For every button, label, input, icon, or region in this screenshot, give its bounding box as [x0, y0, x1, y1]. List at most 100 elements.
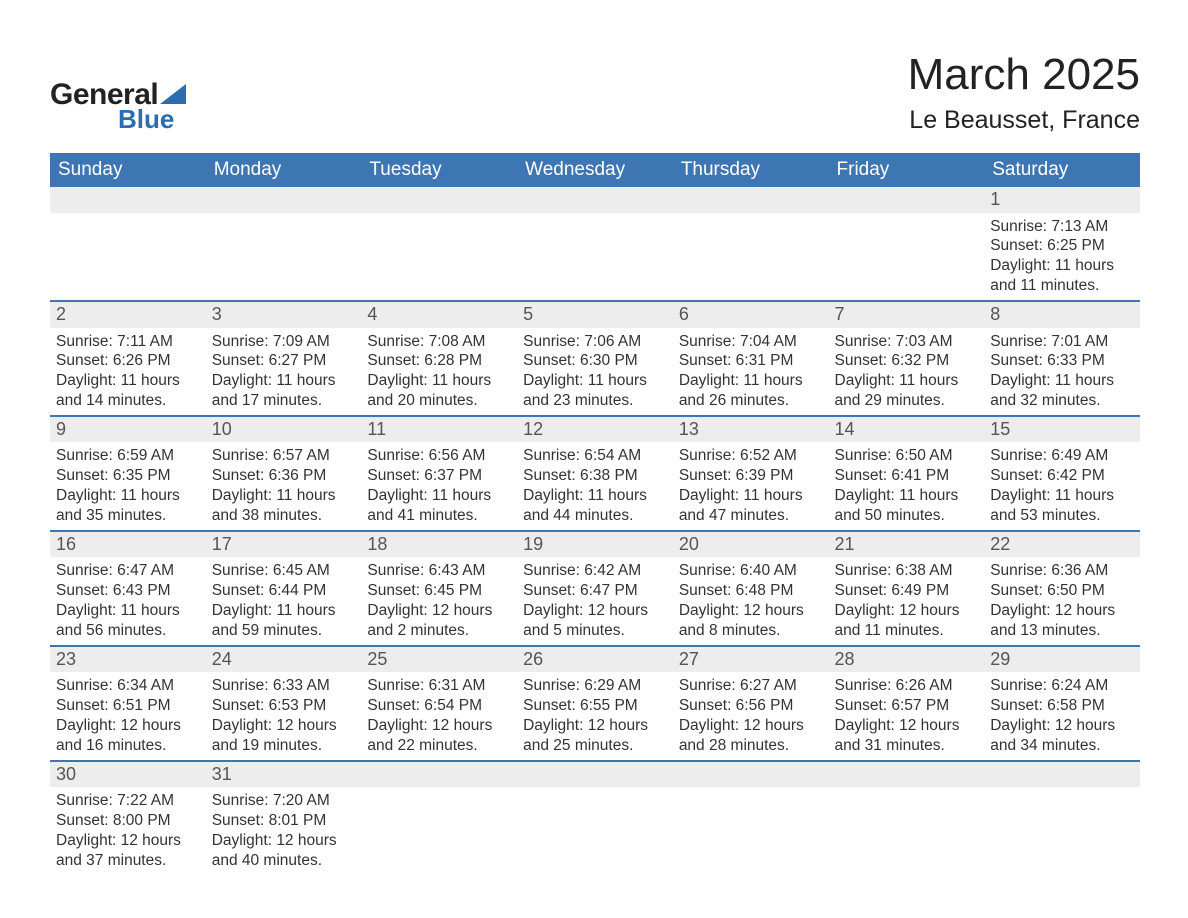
day-details: Sunrise: 6:50 AMSunset: 6:41 PMDaylight:… — [829, 442, 985, 529]
daylight2-text: and 38 minutes. — [212, 506, 356, 526]
sunset-text: Sunset: 6:32 PM — [835, 351, 979, 371]
daylight1-text: Daylight: 12 hours — [990, 716, 1134, 736]
day-number-bar: 21 — [829, 532, 985, 558]
calendar-cell: 19Sunrise: 6:42 AMSunset: 6:47 PMDayligh… — [517, 531, 673, 646]
daylight2-text: and 14 minutes. — [56, 391, 200, 411]
sunrise-text: Sunrise: 6:50 AM — [835, 446, 979, 466]
calendar-body: 1Sunrise: 7:13 AMSunset: 6:25 PMDaylight… — [50, 187, 1140, 874]
calendar-cell: 22Sunrise: 6:36 AMSunset: 6:50 PMDayligh… — [984, 531, 1140, 646]
calendar-week-row: 23Sunrise: 6:34 AMSunset: 6:51 PMDayligh… — [50, 646, 1140, 761]
sunset-text: Sunset: 6:53 PM — [212, 696, 356, 716]
calendar-cell: 25Sunrise: 6:31 AMSunset: 6:54 PMDayligh… — [361, 646, 517, 761]
sunrise-text: Sunrise: 6:38 AM — [835, 561, 979, 581]
sunset-text: Sunset: 6:42 PM — [990, 466, 1134, 486]
calendar-cell: 1Sunrise: 7:13 AMSunset: 6:25 PMDaylight… — [984, 187, 1140, 301]
calendar-cell: 16Sunrise: 6:47 AMSunset: 6:43 PMDayligh… — [50, 531, 206, 646]
logo-word2: Blue — [118, 104, 186, 135]
daylight2-text: and 37 minutes. — [56, 851, 200, 871]
day-number-bar: 2 — [50, 302, 206, 328]
daylight1-text: Daylight: 11 hours — [212, 371, 356, 391]
sunset-text: Sunset: 6:31 PM — [679, 351, 823, 371]
day-number-bar: 16 — [50, 532, 206, 558]
sunrise-text: Sunrise: 6:45 AM — [212, 561, 356, 581]
calendar-cell: 18Sunrise: 6:43 AMSunset: 6:45 PMDayligh… — [361, 531, 517, 646]
sunrise-text: Sunrise: 6:26 AM — [835, 676, 979, 696]
day-number-bar — [361, 762, 517, 788]
day-details: Sunrise: 6:56 AMSunset: 6:37 PMDaylight:… — [361, 442, 517, 529]
day-header: Monday — [206, 153, 362, 187]
day-number-bar — [206, 187, 362, 213]
day-number-bar: 12 — [517, 417, 673, 443]
day-number-bar: 23 — [50, 647, 206, 673]
day-number-bar: 11 — [361, 417, 517, 443]
day-number-bar: 13 — [673, 417, 829, 443]
daylight2-text: and 22 minutes. — [367, 736, 511, 756]
calendar-week-row: 9Sunrise: 6:59 AMSunset: 6:35 PMDaylight… — [50, 416, 1140, 531]
day-number-bar: 18 — [361, 532, 517, 558]
day-details: Sunrise: 6:34 AMSunset: 6:51 PMDaylight:… — [50, 672, 206, 759]
sunset-text: Sunset: 6:30 PM — [523, 351, 667, 371]
calendar-cell: 30Sunrise: 7:22 AMSunset: 8:00 PMDayligh… — [50, 761, 206, 875]
day-details: Sunrise: 6:54 AMSunset: 6:38 PMDaylight:… — [517, 442, 673, 529]
daylight1-text: Daylight: 12 hours — [56, 716, 200, 736]
calendar-cell: 28Sunrise: 6:26 AMSunset: 6:57 PMDayligh… — [829, 646, 985, 761]
day-number-bar: 10 — [206, 417, 362, 443]
day-number-bar: 24 — [206, 647, 362, 673]
sunrise-text: Sunrise: 6:40 AM — [679, 561, 823, 581]
day-number-bar: 30 — [50, 762, 206, 788]
daylight1-text: Daylight: 11 hours — [367, 371, 511, 391]
calendar-cell — [50, 187, 206, 301]
sunset-text: Sunset: 6:28 PM — [367, 351, 511, 371]
calendar-cell — [206, 187, 362, 301]
daylight2-text: and 2 minutes. — [367, 621, 511, 641]
sunset-text: Sunset: 6:51 PM — [56, 696, 200, 716]
daylight2-text: and 20 minutes. — [367, 391, 511, 411]
calendar-cell: 12Sunrise: 6:54 AMSunset: 6:38 PMDayligh… — [517, 416, 673, 531]
day-details: Sunrise: 6:29 AMSunset: 6:55 PMDaylight:… — [517, 672, 673, 759]
day-details: Sunrise: 6:45 AMSunset: 6:44 PMDaylight:… — [206, 557, 362, 644]
day-number-bar: 7 — [829, 302, 985, 328]
calendar-week-row: 30Sunrise: 7:22 AMSunset: 8:00 PMDayligh… — [50, 761, 1140, 875]
day-number-bar: 22 — [984, 532, 1140, 558]
calendar-week-row: 1Sunrise: 7:13 AMSunset: 6:25 PMDaylight… — [50, 187, 1140, 301]
calendar-cell: 9Sunrise: 6:59 AMSunset: 6:35 PMDaylight… — [50, 416, 206, 531]
calendar-cell: 23Sunrise: 6:34 AMSunset: 6:51 PMDayligh… — [50, 646, 206, 761]
sunset-text: Sunset: 6:48 PM — [679, 581, 823, 601]
daylight1-text: Daylight: 11 hours — [212, 601, 356, 621]
day-number-bar: 15 — [984, 417, 1140, 443]
sunset-text: Sunset: 6:33 PM — [990, 351, 1134, 371]
sunset-text: Sunset: 6:35 PM — [56, 466, 200, 486]
daylight2-text: and 53 minutes. — [990, 506, 1134, 526]
calendar-week-row: 2Sunrise: 7:11 AMSunset: 6:26 PMDaylight… — [50, 301, 1140, 416]
day-details: Sunrise: 7:11 AMSunset: 6:26 PMDaylight:… — [50, 328, 206, 415]
daylight2-text: and 11 minutes. — [990, 276, 1134, 296]
day-details: Sunrise: 7:04 AMSunset: 6:31 PMDaylight:… — [673, 328, 829, 415]
daylight1-text: Daylight: 11 hours — [367, 486, 511, 506]
page-header: General Blue March 2025 Le Beausset, Fra… — [50, 50, 1140, 135]
day-details: Sunrise: 6:27 AMSunset: 6:56 PMDaylight:… — [673, 672, 829, 759]
logo: General Blue — [50, 50, 186, 135]
calendar-cell: 6Sunrise: 7:04 AMSunset: 6:31 PMDaylight… — [673, 301, 829, 416]
sunrise-text: Sunrise: 7:22 AM — [56, 791, 200, 811]
day-number-bar: 4 — [361, 302, 517, 328]
daylight1-text: Daylight: 11 hours — [212, 486, 356, 506]
sunset-text: Sunset: 6:39 PM — [679, 466, 823, 486]
day-number-bar — [361, 187, 517, 213]
day-details: Sunrise: 6:47 AMSunset: 6:43 PMDaylight:… — [50, 557, 206, 644]
day-details: Sunrise: 6:36 AMSunset: 6:50 PMDaylight:… — [984, 557, 1140, 644]
day-details: Sunrise: 7:20 AMSunset: 8:01 PMDaylight:… — [206, 787, 362, 874]
calendar-cell: 21Sunrise: 6:38 AMSunset: 6:49 PMDayligh… — [829, 531, 985, 646]
calendar-cell: 20Sunrise: 6:40 AMSunset: 6:48 PMDayligh… — [673, 531, 829, 646]
daylight2-text: and 40 minutes. — [212, 851, 356, 871]
day-details: Sunrise: 7:06 AMSunset: 6:30 PMDaylight:… — [517, 328, 673, 415]
day-number-bar — [517, 762, 673, 788]
sunset-text: Sunset: 6:58 PM — [990, 696, 1134, 716]
sunset-text: Sunset: 6:47 PM — [523, 581, 667, 601]
calendar-week-row: 16Sunrise: 6:47 AMSunset: 6:43 PMDayligh… — [50, 531, 1140, 646]
daylight1-text: Daylight: 12 hours — [523, 601, 667, 621]
day-header: Thursday — [673, 153, 829, 187]
calendar-cell: 4 Sunrise: 7:08 AMSunset: 6:28 PMDaylight… — [361, 301, 517, 416]
day-details: Sunrise: 7:09 AMSunset: 6:27 PMDaylight:… — [206, 328, 362, 415]
daylight2-text: and 44 minutes. — [523, 506, 667, 526]
sunrise-text: Sunrise: 7:08 AM — [367, 332, 511, 352]
